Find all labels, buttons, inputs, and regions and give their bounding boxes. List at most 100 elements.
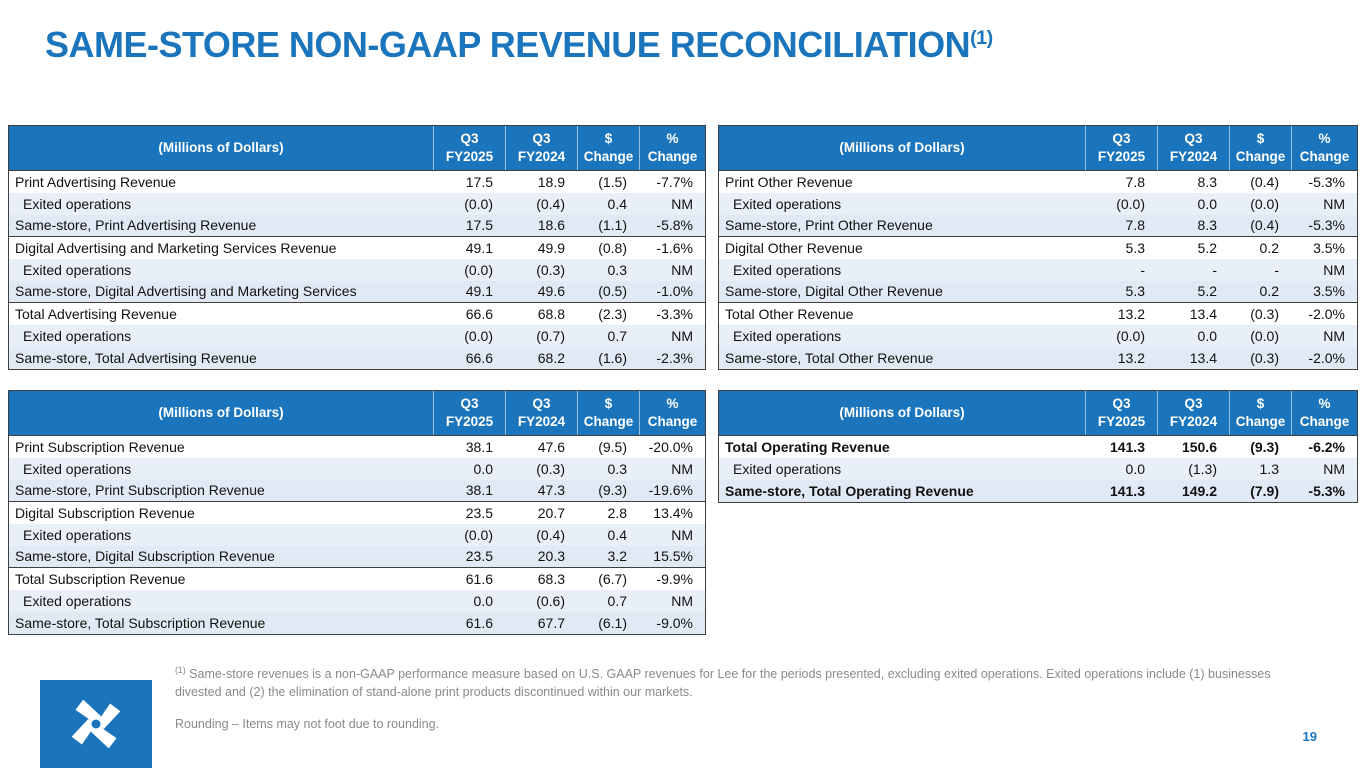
cell-value: (0.7) — [536, 327, 565, 344]
cell-value: (0.3) — [536, 460, 565, 477]
cell-value: (0.4) — [1250, 173, 1279, 190]
page-title-text: SAME-STORE NON-GAAP REVENUE RECONCILIATI… — [45, 24, 971, 65]
cell-value: 3.2 — [607, 548, 627, 565]
cell-value: (0.0) — [464, 195, 493, 212]
rounding-note: Rounding – Items may not foot due to rou… — [175, 717, 440, 732]
cell-value: (2.3) — [598, 305, 627, 322]
row-label: Same-store, Print Other Revenue — [725, 217, 933, 234]
table-row: Exited operations (0.0) 0.0 (0.0) NM — [719, 324, 1357, 347]
row-label: Total Subscription Revenue — [15, 570, 186, 587]
cell-value: 8.3 — [1197, 173, 1217, 190]
cell-value: 3.5% — [1313, 239, 1345, 256]
cell-value: 13.4 — [1189, 349, 1217, 366]
row-label: Exited operations — [23, 592, 132, 609]
cell-value: 141.3 — [1109, 482, 1145, 499]
cell-value: 47.6 — [537, 438, 565, 455]
cell-value: -9.9% — [656, 570, 693, 587]
row-label: Same-store, Total Advertising Revenue — [15, 349, 257, 366]
row-label: Same-store, Total Other Revenue — [725, 349, 934, 366]
cell-value: (0.3) — [1250, 305, 1279, 322]
table-row: Exited operations 0.0 (0.3) 0.3 NM — [9, 457, 705, 480]
cell-value: (0.0) — [464, 526, 493, 543]
table-header-column: Q3 FY2025 — [433, 126, 505, 170]
cell-value: 0.0 — [1197, 195, 1217, 212]
cell-value: 149.2 — [1181, 482, 1217, 499]
table-row: Print Subscription Revenue 38.1 47.6 (9.5) -… — [9, 436, 705, 458]
row-label: Print Subscription Revenue — [15, 438, 185, 455]
cell-value: -2.0% — [1308, 349, 1345, 366]
row-label: Digital Subscription Revenue — [15, 504, 195, 521]
cell-value: -2.0% — [1308, 305, 1345, 322]
table-header-label: (Millions of Dollars) — [839, 404, 965, 420]
cell-value: NM — [1323, 327, 1345, 344]
table-header-column: Q3 FY2024 — [1157, 391, 1229, 435]
cell-value: 0.4 — [607, 195, 627, 212]
cell-value: (1.6) — [598, 349, 627, 366]
cell-value: 3.5% — [1313, 283, 1345, 300]
table-row: Same-store, Digital Subscription Revenue… — [9, 545, 705, 568]
page-number: 19 — [1302, 729, 1317, 744]
cell-value: (0.0) — [1116, 327, 1145, 344]
cell-value: -6.2% — [1308, 438, 1345, 455]
cell-value: (1.5) — [598, 173, 627, 190]
cell-value: 0.0 — [473, 460, 493, 477]
cell-value: (9.3) — [598, 482, 627, 499]
cell-value: 23.5 — [465, 504, 493, 521]
table-header-column: Q3 FY2024 — [505, 391, 577, 435]
cell-value: 0.3 — [607, 460, 627, 477]
row-label: Exited operations — [733, 195, 842, 212]
cell-value: NM — [671, 261, 693, 278]
table-total-operating-revenue: (Millions of Dollars) Q3 FY2025 Q3 FY2024 $ Ch… — [718, 390, 1358, 503]
table-header-column: $ Change — [577, 391, 639, 435]
row-label: Same-store, Digital Advertising and Mark… — [15, 283, 357, 300]
cell-value: NM — [671, 526, 693, 543]
cell-value: (6.1) — [598, 614, 627, 631]
table-header-column: Q3 FY2025 — [433, 391, 505, 435]
cell-value: (0.4) — [536, 195, 565, 212]
table-row: Total Operating Revenue 141.3 150.6 (9.3) -6… — [719, 436, 1357, 458]
row-label: Exited operations — [733, 460, 842, 477]
table-row: Same-store, Total Advertising Revenue 66.… — [9, 346, 705, 369]
table-header-label: (Millions of Dollars) — [158, 404, 284, 420]
cell-value: (0.0) — [1250, 327, 1279, 344]
cell-value: 0.7 — [607, 592, 627, 609]
cell-value: -9.0% — [656, 614, 693, 631]
cell-value: 61.6 — [465, 570, 493, 587]
table-other-revenue: (Millions of Dollars) Q3 FY2025 Q3 FY2024 $ Ch… — [718, 125, 1358, 370]
table-row: Exited operations (0.0) 0.0 (0.0) NM — [719, 192, 1357, 215]
cell-value: 61.6 — [465, 614, 493, 631]
table-advertising-revenue: (Millions of Dollars) Q3 FY2025 Q3 FY2024 $ Ch… — [8, 125, 706, 370]
table-header-row: (Millions of Dollars) Q3 FY2025 Q3 FY2024 $ Ch… — [719, 126, 1357, 171]
cell-value: 18.9 — [537, 173, 565, 190]
cell-value: (0.4) — [1250, 217, 1279, 234]
cell-value: 2.8 — [607, 504, 627, 521]
cell-value: -5.3% — [1308, 482, 1345, 499]
table-row: Same-store, Print Subscription Revenue 38… — [9, 479, 705, 502]
table-header-column: Q3 FY2024 — [505, 126, 577, 170]
table-header-column: $ Change — [1229, 391, 1291, 435]
cell-value: NM — [671, 195, 693, 212]
cell-value: 5.3 — [1125, 239, 1145, 256]
cell-value: 17.5 — [465, 173, 493, 190]
lee-enterprises-logo — [40, 680, 152, 768]
cell-value: 47.3 — [537, 482, 565, 499]
cell-value: (9.3) — [1250, 438, 1279, 455]
table-row: Exited operations (0.0) (0.7) 0.7 NM — [9, 324, 705, 347]
row-label: Exited operations — [23, 526, 132, 543]
cell-value: -20.0% — [648, 438, 693, 455]
table-header-label: (Millions of Dollars) — [839, 139, 965, 155]
table-row: Digital Other Revenue 5.3 5.2 0.2 3.5% — [719, 237, 1357, 259]
cell-value: 68.3 — [537, 570, 565, 587]
cell-value: 141.3 — [1109, 438, 1145, 455]
table-header-label: (Millions of Dollars) — [158, 139, 284, 155]
table-row: Total Advertising Revenue 66.6 68.8 (2.3) -3… — [9, 303, 705, 325]
cell-value: 0.0 — [473, 592, 493, 609]
cell-value: - — [1140, 261, 1145, 278]
table-header-column: % Change — [639, 126, 705, 170]
cell-value: (0.8) — [598, 239, 627, 256]
cell-value: 13.2 — [1117, 305, 1145, 322]
cell-value: -2.3% — [656, 349, 693, 366]
cell-value: NM — [1323, 261, 1345, 278]
table-header-column: % Change — [1291, 126, 1357, 170]
cell-value: 1.3 — [1259, 460, 1279, 477]
